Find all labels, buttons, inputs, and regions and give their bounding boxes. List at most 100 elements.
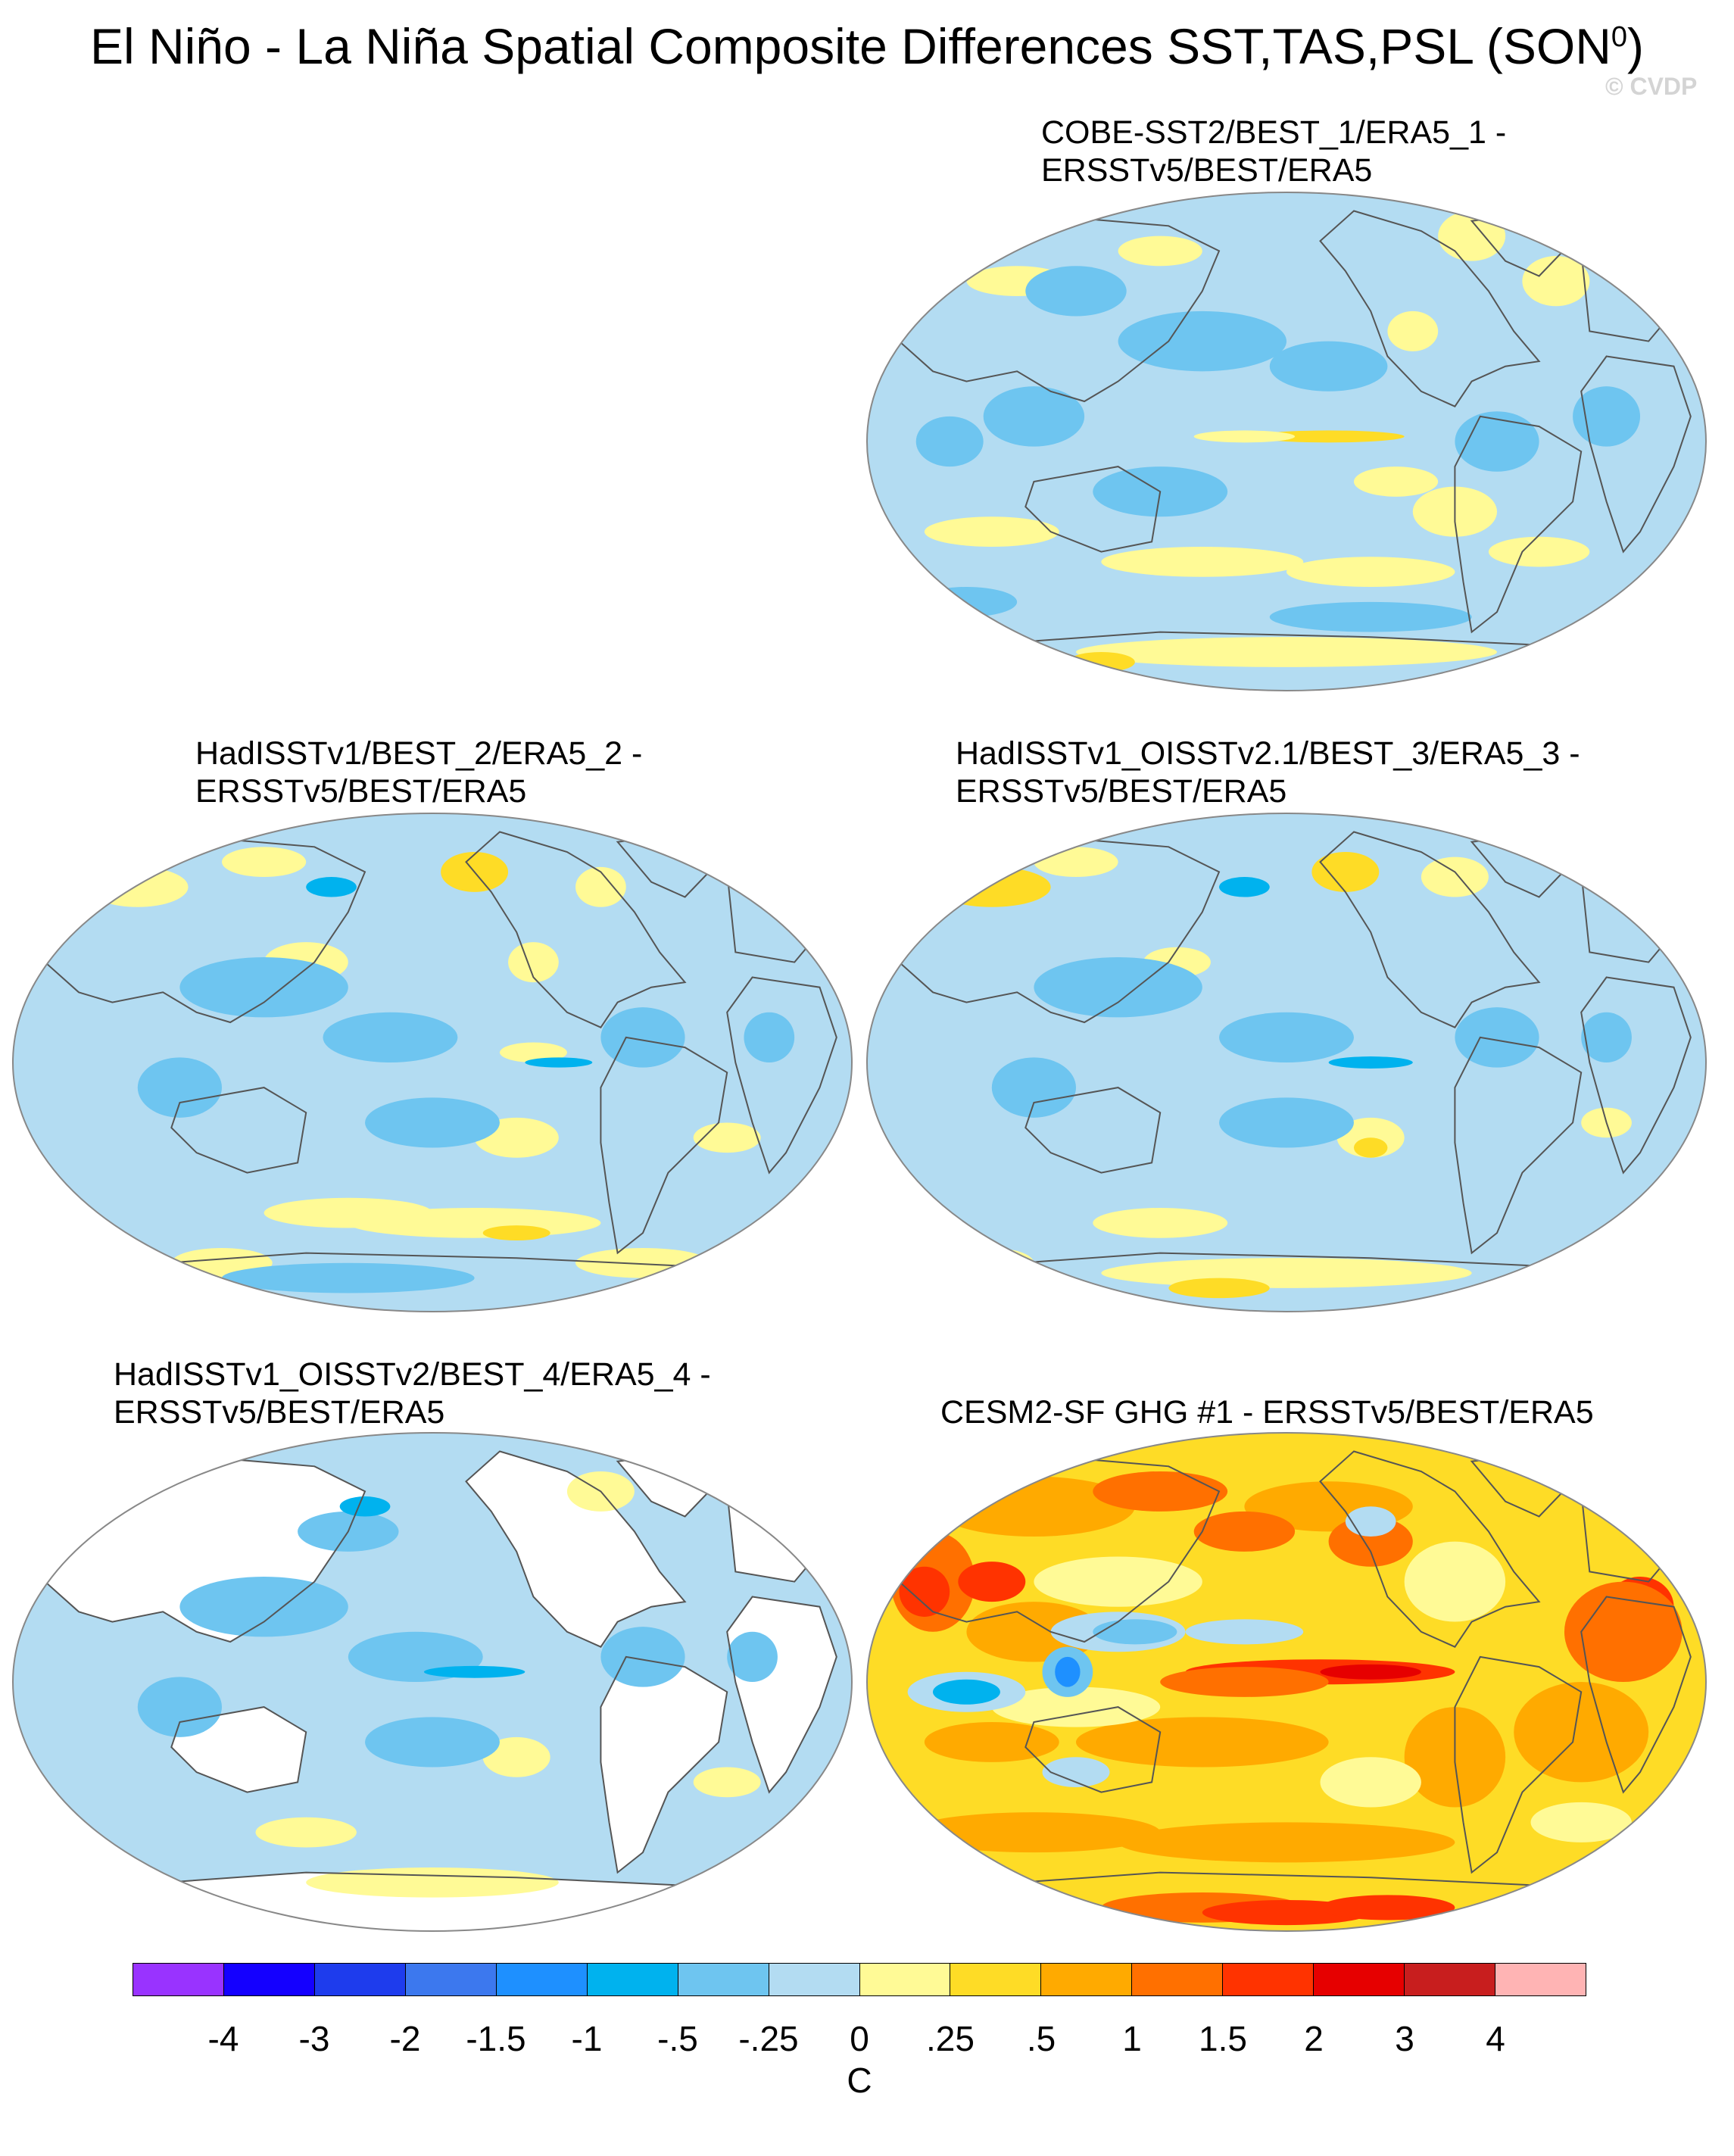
anomaly-patch: [693, 1767, 761, 1798]
colorbar-tick-label: -1: [571, 2019, 603, 2058]
anomaly-patch: [899, 1566, 950, 1617]
colorbar-tick-label: .5: [1026, 2019, 1056, 2058]
colorbar-box: [223, 1964, 315, 1995]
coastline-south-america: [600, 1655, 728, 1874]
anomaly-patch: [365, 1717, 500, 1768]
colorbar-box: [678, 1964, 769, 1995]
anomaly-patch: [1118, 310, 1286, 372]
colorbar-tick-label: -.25: [738, 2019, 799, 2058]
anomaly-patch: [1311, 851, 1380, 892]
anomaly-patch: [1421, 856, 1489, 897]
anomaly-patch: [958, 1562, 1026, 1602]
colorbar: [133, 1963, 1586, 1996]
anomaly-patch: [1564, 1581, 1683, 1682]
anomaly-patch: [1404, 1541, 1506, 1622]
colorbar-box: [950, 1964, 1042, 1995]
coastline-north-america: [1319, 1450, 1541, 1648]
anomaly-patch: [482, 1736, 550, 1777]
anomaly-patch: [1286, 557, 1455, 587]
anomaly-patch: [365, 1097, 500, 1148]
anomaly-patch: [306, 1867, 559, 1898]
land-south-america: [600, 1656, 728, 1873]
anomaly-patch: [1530, 1802, 1632, 1842]
colorbar-tick-label: -1.5: [466, 2019, 526, 2058]
anomaly-patch: [1034, 847, 1118, 878]
anomaly-patch: [1345, 1506, 1396, 1537]
anomaly-patch: [1328, 1056, 1413, 1069]
colorbar-box: [496, 1964, 588, 1995]
map-border: [866, 1432, 1707, 1932]
anomaly-patch: [339, 1496, 391, 1517]
anomaly-patch: [575, 1247, 710, 1278]
anomaly-patch: [1160, 1667, 1329, 1697]
coastline-australia: [170, 1087, 307, 1174]
anomaly-patch: [1042, 1757, 1110, 1788]
anomaly-patch: [306, 877, 357, 897]
land-europe-west-asia: [1581, 241, 1691, 342]
colorbar-tick-label: 3: [1395, 2019, 1414, 2058]
coastline-africa: [1580, 1596, 1692, 1794]
colorbar-box: [587, 1964, 678, 1995]
anomaly-patch: [179, 956, 348, 1018]
anomaly-patch: [1093, 1619, 1177, 1645]
land-europe-west-asia: [1581, 862, 1691, 963]
anomaly-patch: [1488, 536, 1590, 567]
anomaly-patch: [1573, 386, 1641, 447]
anomaly-patch: [575, 866, 626, 907]
colorbar-box: [1495, 1964, 1586, 1995]
anomaly-patch: [950, 1247, 1034, 1278]
anomaly-patch: [1034, 956, 1202, 1018]
land-europe-west-asia: [727, 1481, 837, 1582]
anomaly-patch: [1185, 1619, 1304, 1645]
anomaly-patch: [1581, 1012, 1632, 1062]
anomaly-patch: [137, 1057, 222, 1118]
anomaly-patch: [525, 1057, 593, 1068]
anomaly-patch: [1219, 1012, 1354, 1062]
anomaly-patch: [1076, 637, 1497, 667]
colorbar-box: [1132, 1964, 1224, 1995]
coastline-australia: [1024, 466, 1162, 553]
anomaly-patch: [1101, 547, 1304, 577]
coastline-africa: [726, 1596, 837, 1794]
colorbar-tick-label: 4: [1486, 2019, 1505, 2058]
anomaly-patch: [1193, 1511, 1296, 1552]
anomaly-patch: [1514, 1682, 1649, 1783]
anomaly-patch: [499, 1042, 567, 1062]
anomaly-patch: [1067, 652, 1135, 672]
land-europe-west-asia: [727, 862, 837, 963]
coastline-australia: [1024, 1087, 1162, 1174]
land-north-america: [466, 1451, 685, 1647]
anomaly-patch: [1093, 1207, 1228, 1238]
land-north-america: [466, 832, 685, 1028]
coastline-south-america: [600, 1036, 728, 1255]
map-border: [866, 192, 1707, 691]
map-border: [12, 813, 853, 1312]
anomaly-patch: [1055, 1656, 1081, 1687]
anomaly-patch: [348, 1207, 601, 1238]
coastline-south-america: [1454, 1036, 1583, 1255]
anomaly-patch: [1320, 1895, 1455, 1920]
anomaly-patch: [600, 1627, 685, 1687]
coastline-australia: [170, 1706, 307, 1793]
coastline-north-america: [465, 1450, 687, 1648]
anomaly-patch: [1219, 1097, 1354, 1148]
anomaly-patch: [600, 1007, 685, 1068]
map-border: [866, 813, 1707, 1312]
colorbar-tick-label: -2: [389, 2019, 421, 2058]
panel-3-label: HadISSTv1_OISSTv2.1/BEST_3/ERA5_3 - ERSST…: [956, 735, 1580, 810]
figure-title: El Niño - La Niña Spatial Composite Diff…: [89, 18, 1645, 74]
anomaly-patch: [1118, 236, 1202, 267]
anomaly-patch: [1034, 1556, 1202, 1607]
anomaly-patch: [1168, 1278, 1270, 1299]
coastline-australia: [1024, 1706, 1162, 1793]
anomaly-patch: [137, 1677, 222, 1737]
colorbar-units: C: [847, 2061, 872, 2100]
panel-1-label: COBE-SST2/BEST_1/ERA5_1 - ERSSTv5/BEST/ER…: [1041, 114, 1507, 189]
anomaly-patch: [482, 1225, 550, 1241]
anomaly-patch: [924, 516, 1059, 548]
colorbar-tick-label: 2: [1304, 2019, 1324, 2058]
coastline-africa: [1580, 976, 1692, 1175]
panel-2-label: HadISSTv1/BEST_2/ERA5_2 - ERSSTv5/BEST/ER…: [195, 735, 643, 810]
anomaly-patch: [1455, 1007, 1539, 1068]
coastline-south-america: [1454, 415, 1583, 634]
